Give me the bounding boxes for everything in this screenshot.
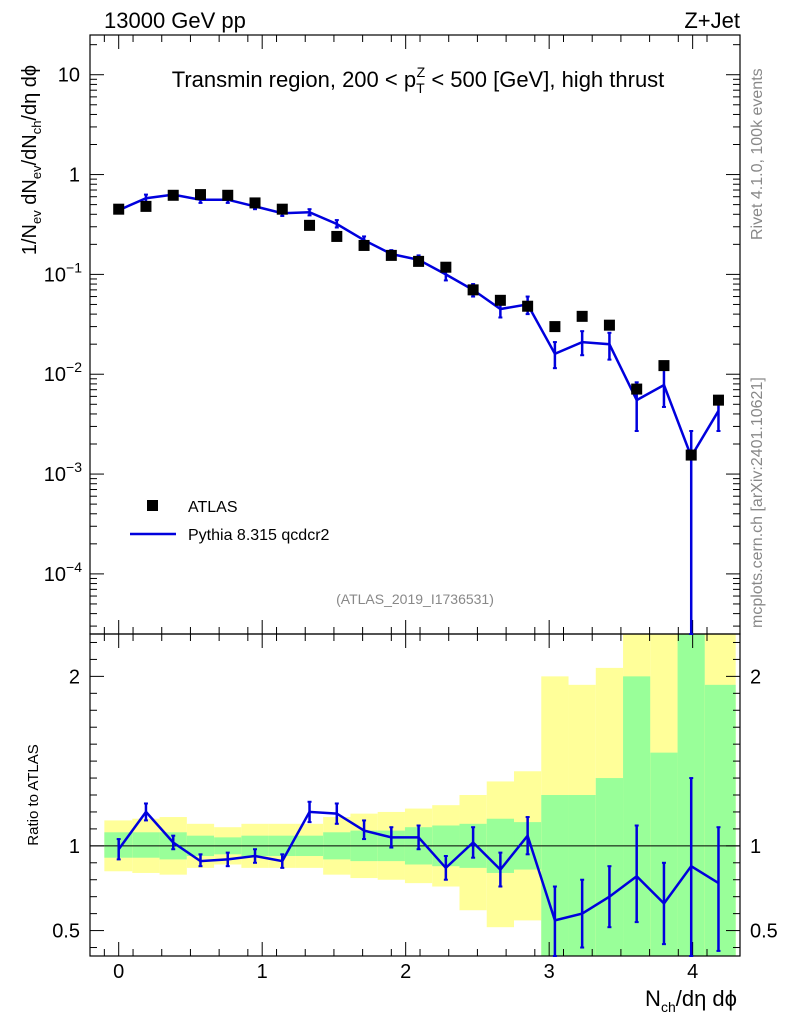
rivet-version-label: Rivet 4.1.0, 100k events xyxy=(749,68,766,240)
atlas-data-point xyxy=(603,319,615,331)
analysis-id: (ATLAS_2019_I1736531) xyxy=(336,591,494,607)
ratio-y-axis-label: Ratio to ATLAS xyxy=(25,744,42,845)
y-tick-label: 10 xyxy=(58,65,80,87)
atlas-data-point xyxy=(276,203,288,215)
atlas-data-point xyxy=(385,249,397,261)
x-axis-label: Nch/dη dϕ xyxy=(645,986,737,1015)
atlas-data-point xyxy=(440,261,452,273)
atlas-data-point xyxy=(358,239,370,251)
atlas-data-point xyxy=(140,200,152,212)
x-tick-label: 2 xyxy=(400,961,411,983)
band-inner-bin xyxy=(132,832,160,858)
mc-line xyxy=(118,193,720,460)
atlas-data-point xyxy=(413,255,425,267)
legend-atlas-marker xyxy=(147,500,158,511)
atlas-data-point xyxy=(494,294,506,306)
x-tick-label: 1 xyxy=(257,961,268,983)
plot-title-suffix: < 500 [GeV], high thrust xyxy=(425,67,664,92)
atlas-data-point xyxy=(467,284,479,296)
atlas-data-point xyxy=(113,203,125,215)
ratio-y-tick-label-left: 2 xyxy=(69,666,80,688)
atlas-data-point xyxy=(249,197,261,209)
atlas-data-point xyxy=(685,449,697,461)
atlas-data-point xyxy=(222,189,234,201)
legend-atlas-label: ATLAS xyxy=(188,499,238,516)
band-inner-bin xyxy=(704,684,736,956)
ratio-line xyxy=(117,809,720,922)
y-tick-label: 10−1 xyxy=(44,259,82,286)
x-tick-label: 3 xyxy=(544,961,555,983)
ratio-y-tick-label-right: 1 xyxy=(750,836,761,858)
atlas-data-point xyxy=(331,230,343,242)
plot-title: Transmin region, 200 < pTZ < 500 [GeV], … xyxy=(172,64,665,96)
axes: 0 1 2 3 4 10 1 10−1 10−2 10−3 10−4 0.5 0.5 1 1 2 2 xyxy=(44,35,778,983)
atlas-data-point xyxy=(167,189,179,201)
atlas-data-point xyxy=(658,360,670,372)
x-tick-label: 0 xyxy=(113,961,124,983)
legend-pythia-label: Pythia 8.315 qcdcr2 xyxy=(188,527,330,544)
atlas-data-point xyxy=(712,394,724,406)
ratio-y-tick-label-left: 1 xyxy=(69,836,80,858)
atlas-data-point xyxy=(304,219,316,231)
y-tick-label: 1 xyxy=(69,165,80,187)
y-tick-label: 10−3 xyxy=(44,459,82,486)
y-tick-label: 10−2 xyxy=(44,359,82,386)
atlas-data-point xyxy=(576,310,588,322)
x-tick-label: 4 xyxy=(687,961,698,983)
main-y-axis-label: 1/Nev dNev/dNch/dη dϕ xyxy=(19,65,44,255)
atlas-data-point xyxy=(549,321,561,333)
ratio-series xyxy=(116,777,721,957)
header-energy-label: 13000 GeV pp xyxy=(104,8,246,33)
ratio-y-tick-label-right: 2 xyxy=(750,666,761,688)
main-series xyxy=(113,189,724,635)
main-plot-frame xyxy=(89,34,741,635)
ratio-bands xyxy=(104,634,736,956)
ratio-y-tick-label-left: 0.5 xyxy=(52,921,80,943)
plot-title-subscript: T xyxy=(416,80,425,96)
atlas-data-point xyxy=(631,383,643,395)
atlas-data-point xyxy=(522,300,534,312)
mcplots-label: mcplots.cern.ch [arXiv:2401.10621] xyxy=(749,377,766,628)
y-tick-label: 10−4 xyxy=(44,559,82,586)
ratio-y-tick-label-right: 0.5 xyxy=(750,921,778,943)
atlas-data-point xyxy=(194,189,206,201)
header-process-label: Z+Jet xyxy=(684,8,740,33)
plot-title-prefix: Transmin region, 200 < p xyxy=(172,67,416,92)
plot-title-superscript: Z xyxy=(417,64,426,80)
